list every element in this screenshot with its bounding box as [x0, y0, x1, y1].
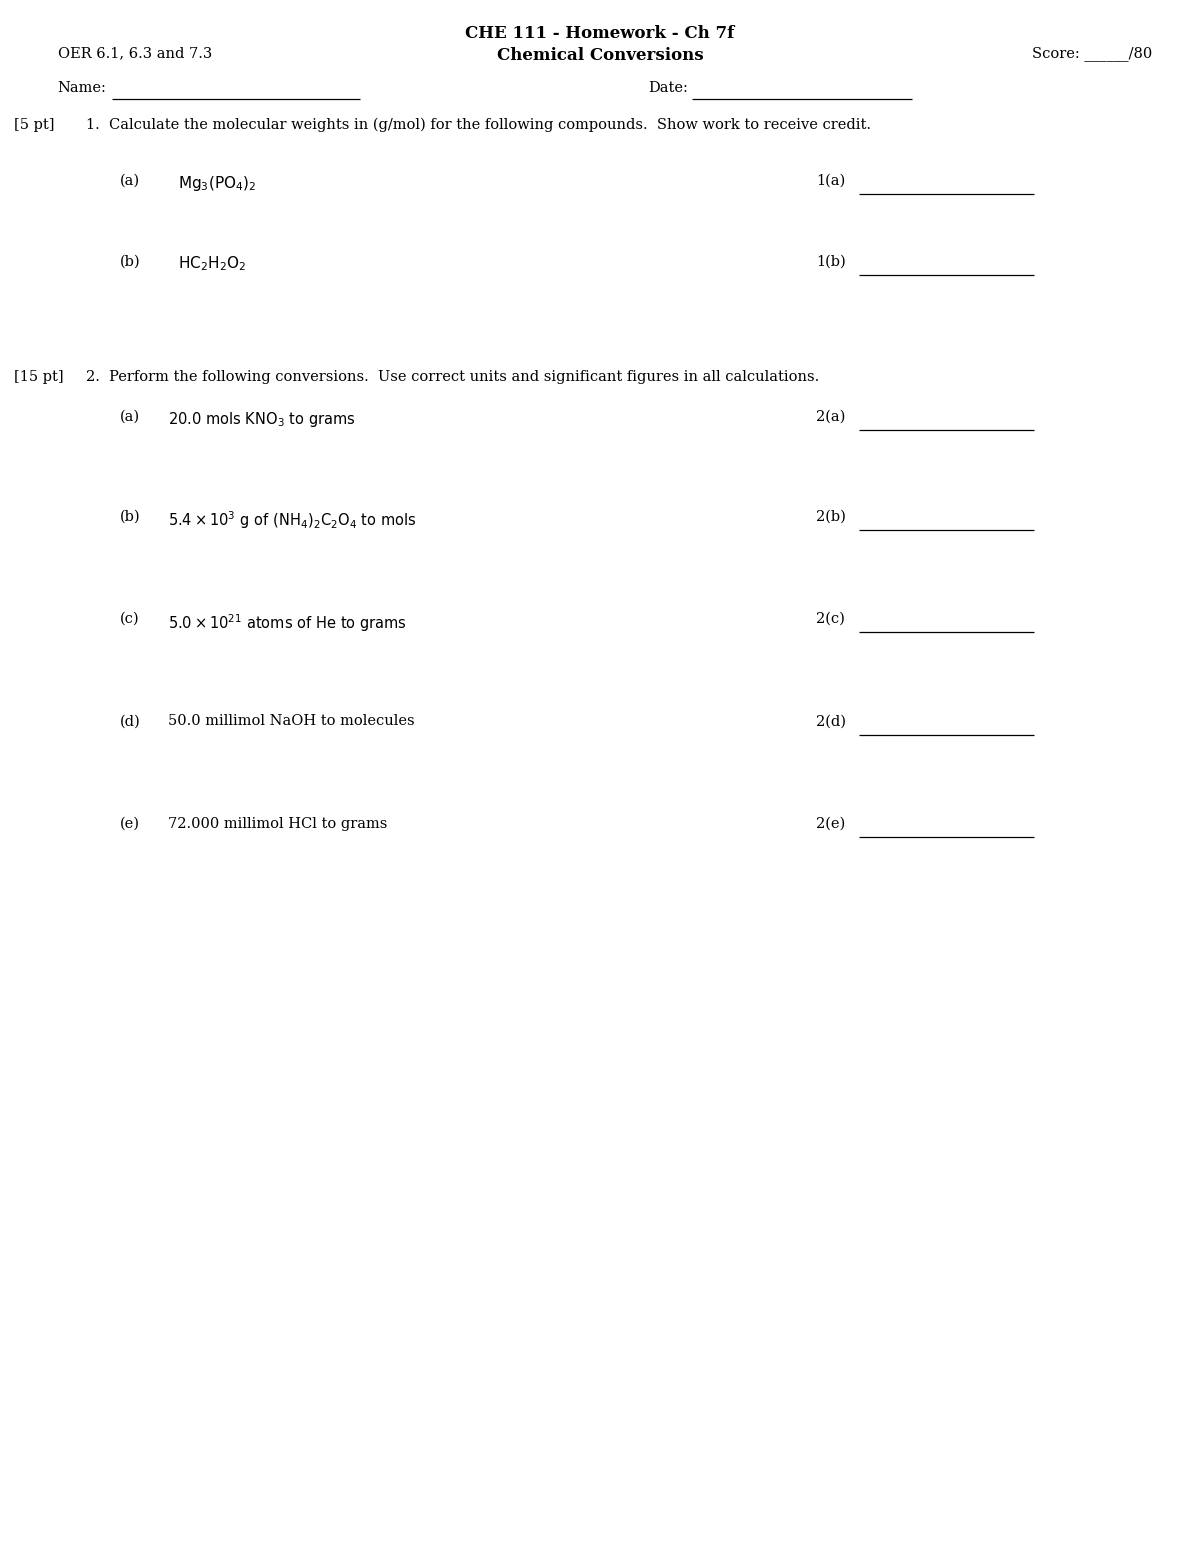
- Text: 2(a): 2(a): [816, 410, 845, 424]
- Text: (a): (a): [120, 410, 140, 424]
- Text: 2(d): 2(d): [816, 714, 846, 728]
- Text: 2(e): 2(e): [816, 817, 845, 831]
- Text: OER 6.1, 6.3 and 7.3: OER 6.1, 6.3 and 7.3: [58, 47, 212, 61]
- Text: [5 pt]: [5 pt]: [14, 118, 55, 132]
- Text: (c): (c): [120, 612, 139, 626]
- Text: $\mathrm{5.4 \times 10^3\ g\ of\ (NH_4)_2C_2O_4\ to\ mols}$: $\mathrm{5.4 \times 10^3\ g\ of\ (NH_4)_…: [168, 509, 416, 531]
- Text: CHE 111 - Homework - Ch 7f: CHE 111 - Homework - Ch 7f: [466, 25, 734, 42]
- Text: $\mathrm{5.0 \times 10^{21}\ atoms\ of\ He\ to\ grams}$: $\mathrm{5.0 \times 10^{21}\ atoms\ of\ …: [168, 612, 407, 634]
- Text: 2(b): 2(b): [816, 509, 846, 523]
- Text: 1(b): 1(b): [816, 255, 846, 269]
- Text: 2(c): 2(c): [816, 612, 845, 626]
- Text: (d): (d): [120, 714, 140, 728]
- Text: 50.0 millimol NaOH to molecules: 50.0 millimol NaOH to molecules: [168, 714, 415, 728]
- Text: Chemical Conversions: Chemical Conversions: [497, 47, 703, 64]
- Text: $\mathrm{20.0\ mols\ KNO_3\ to\ grams}$: $\mathrm{20.0\ mols\ KNO_3\ to\ grams}$: [168, 410, 356, 429]
- Text: Score: ______/80: Score: ______/80: [1032, 47, 1152, 62]
- Text: 2.  Perform the following conversions.  Use correct units and significant figure: 2. Perform the following conversions. Us…: [86, 370, 820, 384]
- Text: 72.000 millimol HCl to grams: 72.000 millimol HCl to grams: [168, 817, 388, 831]
- Text: [15 pt]: [15 pt]: [14, 370, 64, 384]
- Text: Name:: Name:: [58, 81, 107, 95]
- Text: (e): (e): [120, 817, 140, 831]
- Text: 1.  Calculate the molecular weights in (g/mol) for the following compounds.  Sho: 1. Calculate the molecular weights in (g…: [86, 118, 871, 132]
- Text: $\mathrm{HC_2H_2O_2}$: $\mathrm{HC_2H_2O_2}$: [178, 255, 246, 273]
- Text: (b): (b): [120, 509, 140, 523]
- Text: (a): (a): [120, 174, 140, 188]
- Text: (b): (b): [120, 255, 140, 269]
- Text: 1(a): 1(a): [816, 174, 845, 188]
- Text: $\mathrm{Mg_3(PO_4)_2}$: $\mathrm{Mg_3(PO_4)_2}$: [178, 174, 256, 193]
- Text: Date:: Date:: [648, 81, 688, 95]
